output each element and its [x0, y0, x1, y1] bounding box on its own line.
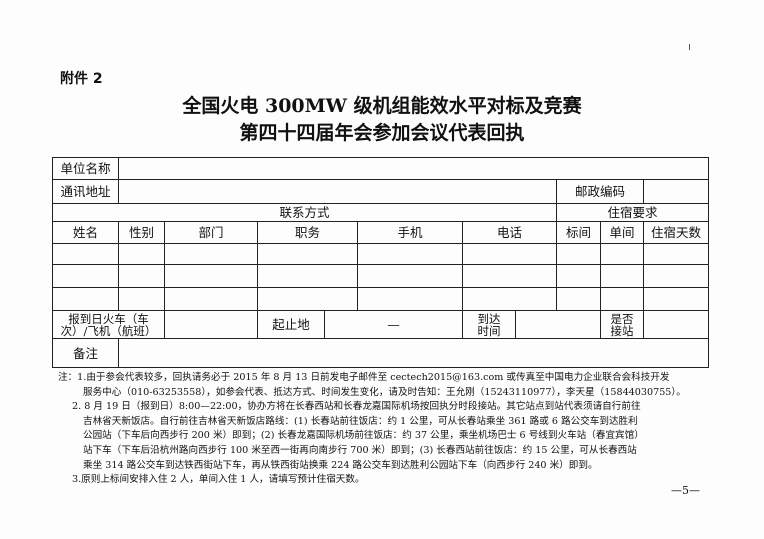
registration-form: 单位名称 通讯地址 邮政编码 联系方式 住宿要求 姓名 性别 部门 职务 手机 …: [52, 157, 710, 368]
col-header-nights: 住宿天数: [642, 221, 710, 244]
scan-mark: [689, 44, 690, 50]
address-label: 通讯地址: [52, 179, 119, 204]
cell[interactable]: [357, 287, 463, 311]
col-header-gender: 性别: [118, 221, 165, 244]
note-line: 乘坐 314 路公交车到达铁西街站下车，再从铁西街站换乘 224 路公交车到达胜…: [83, 459, 598, 471]
col-header-phone: 电话: [462, 221, 557, 244]
arrival-time-label: 到达时间: [462, 310, 516, 339]
cell[interactable]: [642, 264, 710, 288]
note-line: 公园站（下车后向西步行 200 米）即到；(2) 长春龙嘉国际机场前往饭店：约 …: [83, 430, 644, 442]
cell[interactable]: [556, 243, 601, 265]
note-line: 注：1.由于参会代表较多，回执请务必于 2015 年 8 月 13 日前发电子邮…: [58, 372, 670, 383]
unit-name-label: 单位名称: [52, 157, 119, 180]
cell[interactable]: [257, 243, 358, 265]
col-header-position: 职务: [257, 221, 358, 244]
notes: 注：1.由于参会代表较多，回执请务必于 2015 年 8 月 13 日前发电子邮…: [58, 371, 718, 488]
accommodation-header: 住宿要求: [555, 203, 710, 222]
cell[interactable]: [52, 287, 119, 311]
page-number: —5—: [671, 484, 700, 497]
address-field[interactable]: [118, 179, 557, 204]
arrival-field[interactable]: [164, 310, 258, 339]
cell[interactable]: [164, 264, 258, 288]
note-line: 2. 8 月 19 日（报到日）8:00—22:00，协办方将在长春西站和长春龙…: [72, 401, 641, 413]
document-title: 全国火电 300MW 级机组能效水平对标及竞赛: [182, 95, 582, 117]
cell[interactable]: [462, 264, 557, 288]
remarks-label: 备注: [52, 338, 119, 368]
cell[interactable]: [462, 243, 557, 265]
col-header-department: 部门: [164, 221, 258, 244]
cell[interactable]: [257, 264, 358, 288]
origin-dest-field[interactable]: —: [324, 310, 463, 339]
cell[interactable]: [52, 264, 119, 288]
unit-name-field[interactable]: [117, 157, 710, 180]
contact-header: 联系方式: [52, 203, 557, 222]
cell[interactable]: [118, 264, 165, 288]
pickup-label: 是否接站: [600, 310, 644, 339]
arrival-label: 报到日火车（车次）/飞机（航班）: [52, 310, 165, 339]
cell[interactable]: [600, 243, 644, 265]
postcode-label: 邮政编码: [556, 179, 644, 204]
origin-dest-label: 起止地: [257, 310, 325, 339]
cell[interactable]: [600, 287, 644, 311]
table-row: [52, 287, 710, 311]
cell[interactable]: [164, 243, 258, 265]
arrival-time-field[interactable]: [515, 310, 601, 339]
cell[interactable]: [357, 243, 463, 265]
cell[interactable]: [118, 243, 165, 265]
cell[interactable]: [642, 243, 710, 265]
note-line: 站下车（下车后沿杭州路向西步行 100 米至西一街再向南步行 700 米）即到；…: [83, 444, 637, 456]
cell[interactable]: [556, 264, 601, 288]
cell[interactable]: [642, 287, 710, 311]
cell[interactable]: [257, 287, 358, 311]
document-subtitle: 第四十四届年会参加会议代表回执: [239, 122, 525, 144]
table-row: [52, 264, 710, 288]
cell[interactable]: [600, 264, 644, 288]
note-line: 3.原则上标间安排入住 2 人，单间入住 1 人，请填写预计住宿天数。: [72, 474, 365, 486]
cell[interactable]: [164, 287, 258, 311]
table-row: [52, 243, 710, 265]
cell[interactable]: [556, 287, 601, 311]
col-header-single-room: 单间: [600, 221, 644, 244]
note-line: 吉林省天新饭店。自行前往吉林省天新饭店路线：(1) 长春站前往饭店：约 1 公里…: [83, 415, 638, 427]
cell[interactable]: [118, 287, 165, 311]
cell[interactable]: [52, 243, 119, 265]
remarks-field[interactable]: [117, 338, 710, 368]
col-header-name: 姓名: [52, 221, 119, 244]
col-header-standard-room: 标间: [556, 221, 601, 244]
cell[interactable]: [357, 264, 463, 288]
postcode-field[interactable]: [642, 179, 710, 204]
col-header-mobile: 手机: [357, 221, 463, 244]
pickup-field[interactable]: [642, 310, 710, 339]
cell[interactable]: [462, 287, 557, 311]
attachment-label: 附件 2: [60, 71, 103, 87]
note-line: 服务中心（010-63253558），如参会代表、抵达方式、时间发生变化，请及时…: [83, 386, 686, 398]
